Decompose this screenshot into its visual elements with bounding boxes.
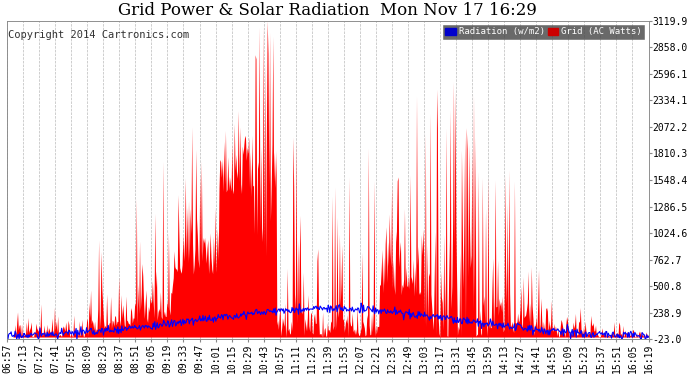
Legend: Radiation (w/m2), Grid (AC Watts): Radiation (w/m2), Grid (AC Watts) <box>443 25 644 39</box>
Title: Grid Power & Solar Radiation  Mon Nov 17 16:29: Grid Power & Solar Radiation Mon Nov 17 … <box>119 2 538 19</box>
Text: Copyright 2014 Cartronics.com: Copyright 2014 Cartronics.com <box>8 30 189 40</box>
